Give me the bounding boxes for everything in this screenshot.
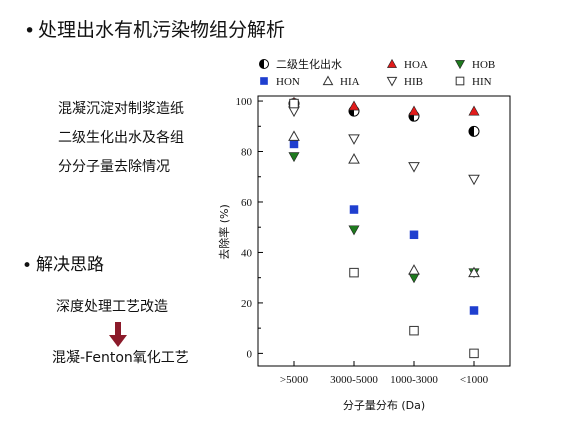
data-point-hib xyxy=(468,174,480,186)
data-point-hon xyxy=(409,230,419,240)
description-line-2: 二级生化出水及各组 xyxy=(58,130,184,146)
data-point-hoa xyxy=(408,105,420,116)
data-point-hia xyxy=(468,266,480,278)
data-point-hia xyxy=(348,153,360,164)
data-point-hoa xyxy=(348,100,360,111)
x-axis-label: 分子量分布 (Da) xyxy=(343,399,425,412)
data-point-hib xyxy=(288,106,300,118)
legend-marker xyxy=(260,77,268,85)
data-point-hob xyxy=(288,152,300,163)
legend-label: HOB xyxy=(472,59,495,71)
legend-marker xyxy=(386,58,398,68)
x-tick-label: 1000-3000 xyxy=(390,374,438,386)
legend-label: HIN xyxy=(472,76,492,88)
data-point-二级生化出水 xyxy=(468,125,480,137)
legend-marker xyxy=(386,76,398,87)
data-point-hin xyxy=(469,348,479,359)
legend-label: HIA xyxy=(340,76,360,88)
data-point-hia xyxy=(408,264,420,275)
data-point-hon xyxy=(289,139,299,149)
y-tick-label: 80 xyxy=(241,147,253,159)
section-bullet: • xyxy=(22,256,33,276)
x-tick-label: >5000 xyxy=(280,374,309,386)
legend-marker xyxy=(454,60,466,70)
legend-label: 二级生化出水 xyxy=(276,57,342,71)
legend-label: HIB xyxy=(404,76,423,88)
data-point-hin xyxy=(409,325,419,336)
y-tick-label: 60 xyxy=(241,197,253,209)
plot-area xyxy=(257,95,511,367)
legend-marker xyxy=(322,75,334,86)
description-line-3: 分分子量去除情况 xyxy=(58,159,170,175)
data-point-hon xyxy=(349,205,359,214)
title-bullet: • xyxy=(24,20,36,42)
legend-label: HON xyxy=(276,76,300,88)
y-tick-label: 20 xyxy=(241,298,253,310)
x-tick-label: <1000 xyxy=(460,374,489,386)
legend-marker xyxy=(455,76,465,86)
data-point-hin xyxy=(349,267,359,278)
legend-label: HOA xyxy=(404,59,428,71)
data-point-hob xyxy=(408,273,420,284)
slide-title: 处理出水有机污染物组分解析 xyxy=(38,19,286,41)
y-tick-label: 100 xyxy=(236,96,253,108)
data-point-hob xyxy=(348,225,360,236)
data-point-hia xyxy=(288,130,300,141)
data-point-hib xyxy=(408,162,420,173)
legend-marker xyxy=(259,59,269,69)
x-tick-label: 3000-5000 xyxy=(330,374,378,386)
y-tick-label: 0 xyxy=(247,348,253,360)
data-point-hin xyxy=(289,98,299,109)
description-line-1: 混凝沉淀对制浆造纸 xyxy=(58,101,184,117)
down-arrow-icon xyxy=(109,322,127,347)
section-title: 解决思路 xyxy=(36,255,104,275)
data-point-hon xyxy=(469,306,479,315)
y-tick-label: 40 xyxy=(241,247,253,259)
data-point-hib xyxy=(348,134,360,145)
data-point-hoa xyxy=(468,105,480,116)
step-2-text: 混凝-Fenton氧化工艺 xyxy=(52,350,189,366)
step-1-text: 深度处理工艺改造 xyxy=(56,299,168,315)
y-axis-label: 去除率 (%) xyxy=(217,204,231,260)
